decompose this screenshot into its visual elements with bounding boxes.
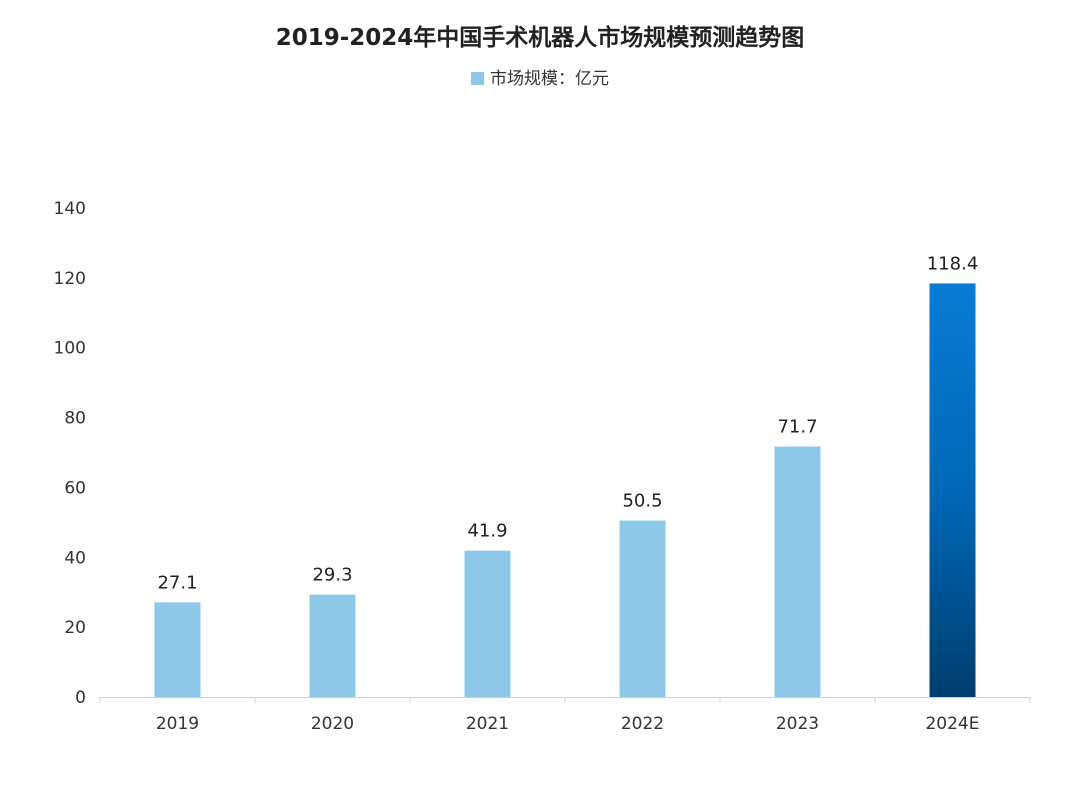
chart-title: 2019-2024年中国手术机器人市场规模预测趋势图 — [275, 25, 805, 51]
bar — [774, 446, 821, 697]
y-tick-label: 140 — [54, 199, 86, 219]
y-tick-label: 0 — [75, 688, 86, 708]
y-tick-label: 20 — [64, 618, 86, 638]
x-tick-label: 2019 — [156, 714, 199, 734]
y-tick-label: 60 — [64, 478, 86, 498]
x-tick-label: 2023 — [776, 714, 819, 734]
bar — [619, 520, 666, 697]
x-tick-label: 2022 — [621, 714, 664, 734]
y-tick-label: 120 — [54, 269, 86, 289]
legend-swatch — [471, 72, 484, 85]
x-tick-label: 2020 — [311, 714, 354, 734]
legend: 市场规模：亿元 — [0, 64, 1080, 89]
legend-label: 市场规模：亿元 — [490, 69, 609, 89]
data-label: 27.1 — [157, 572, 197, 593]
data-label: 41.9 — [467, 521, 507, 542]
x-tick-label: 2024E — [925, 714, 979, 734]
bar — [929, 283, 976, 697]
bar — [309, 594, 356, 697]
x-tick-label: 2021 — [466, 714, 509, 734]
bar — [154, 602, 201, 697]
bar — [464, 550, 511, 697]
y-tick-label: 80 — [64, 409, 86, 429]
data-label: 50.5 — [622, 491, 662, 512]
data-label: 71.7 — [777, 417, 817, 438]
data-label: 118.4 — [927, 253, 979, 274]
y-tick-label: 100 — [54, 339, 86, 359]
data-label: 29.3 — [312, 565, 352, 586]
y-tick-label: 40 — [64, 548, 86, 568]
